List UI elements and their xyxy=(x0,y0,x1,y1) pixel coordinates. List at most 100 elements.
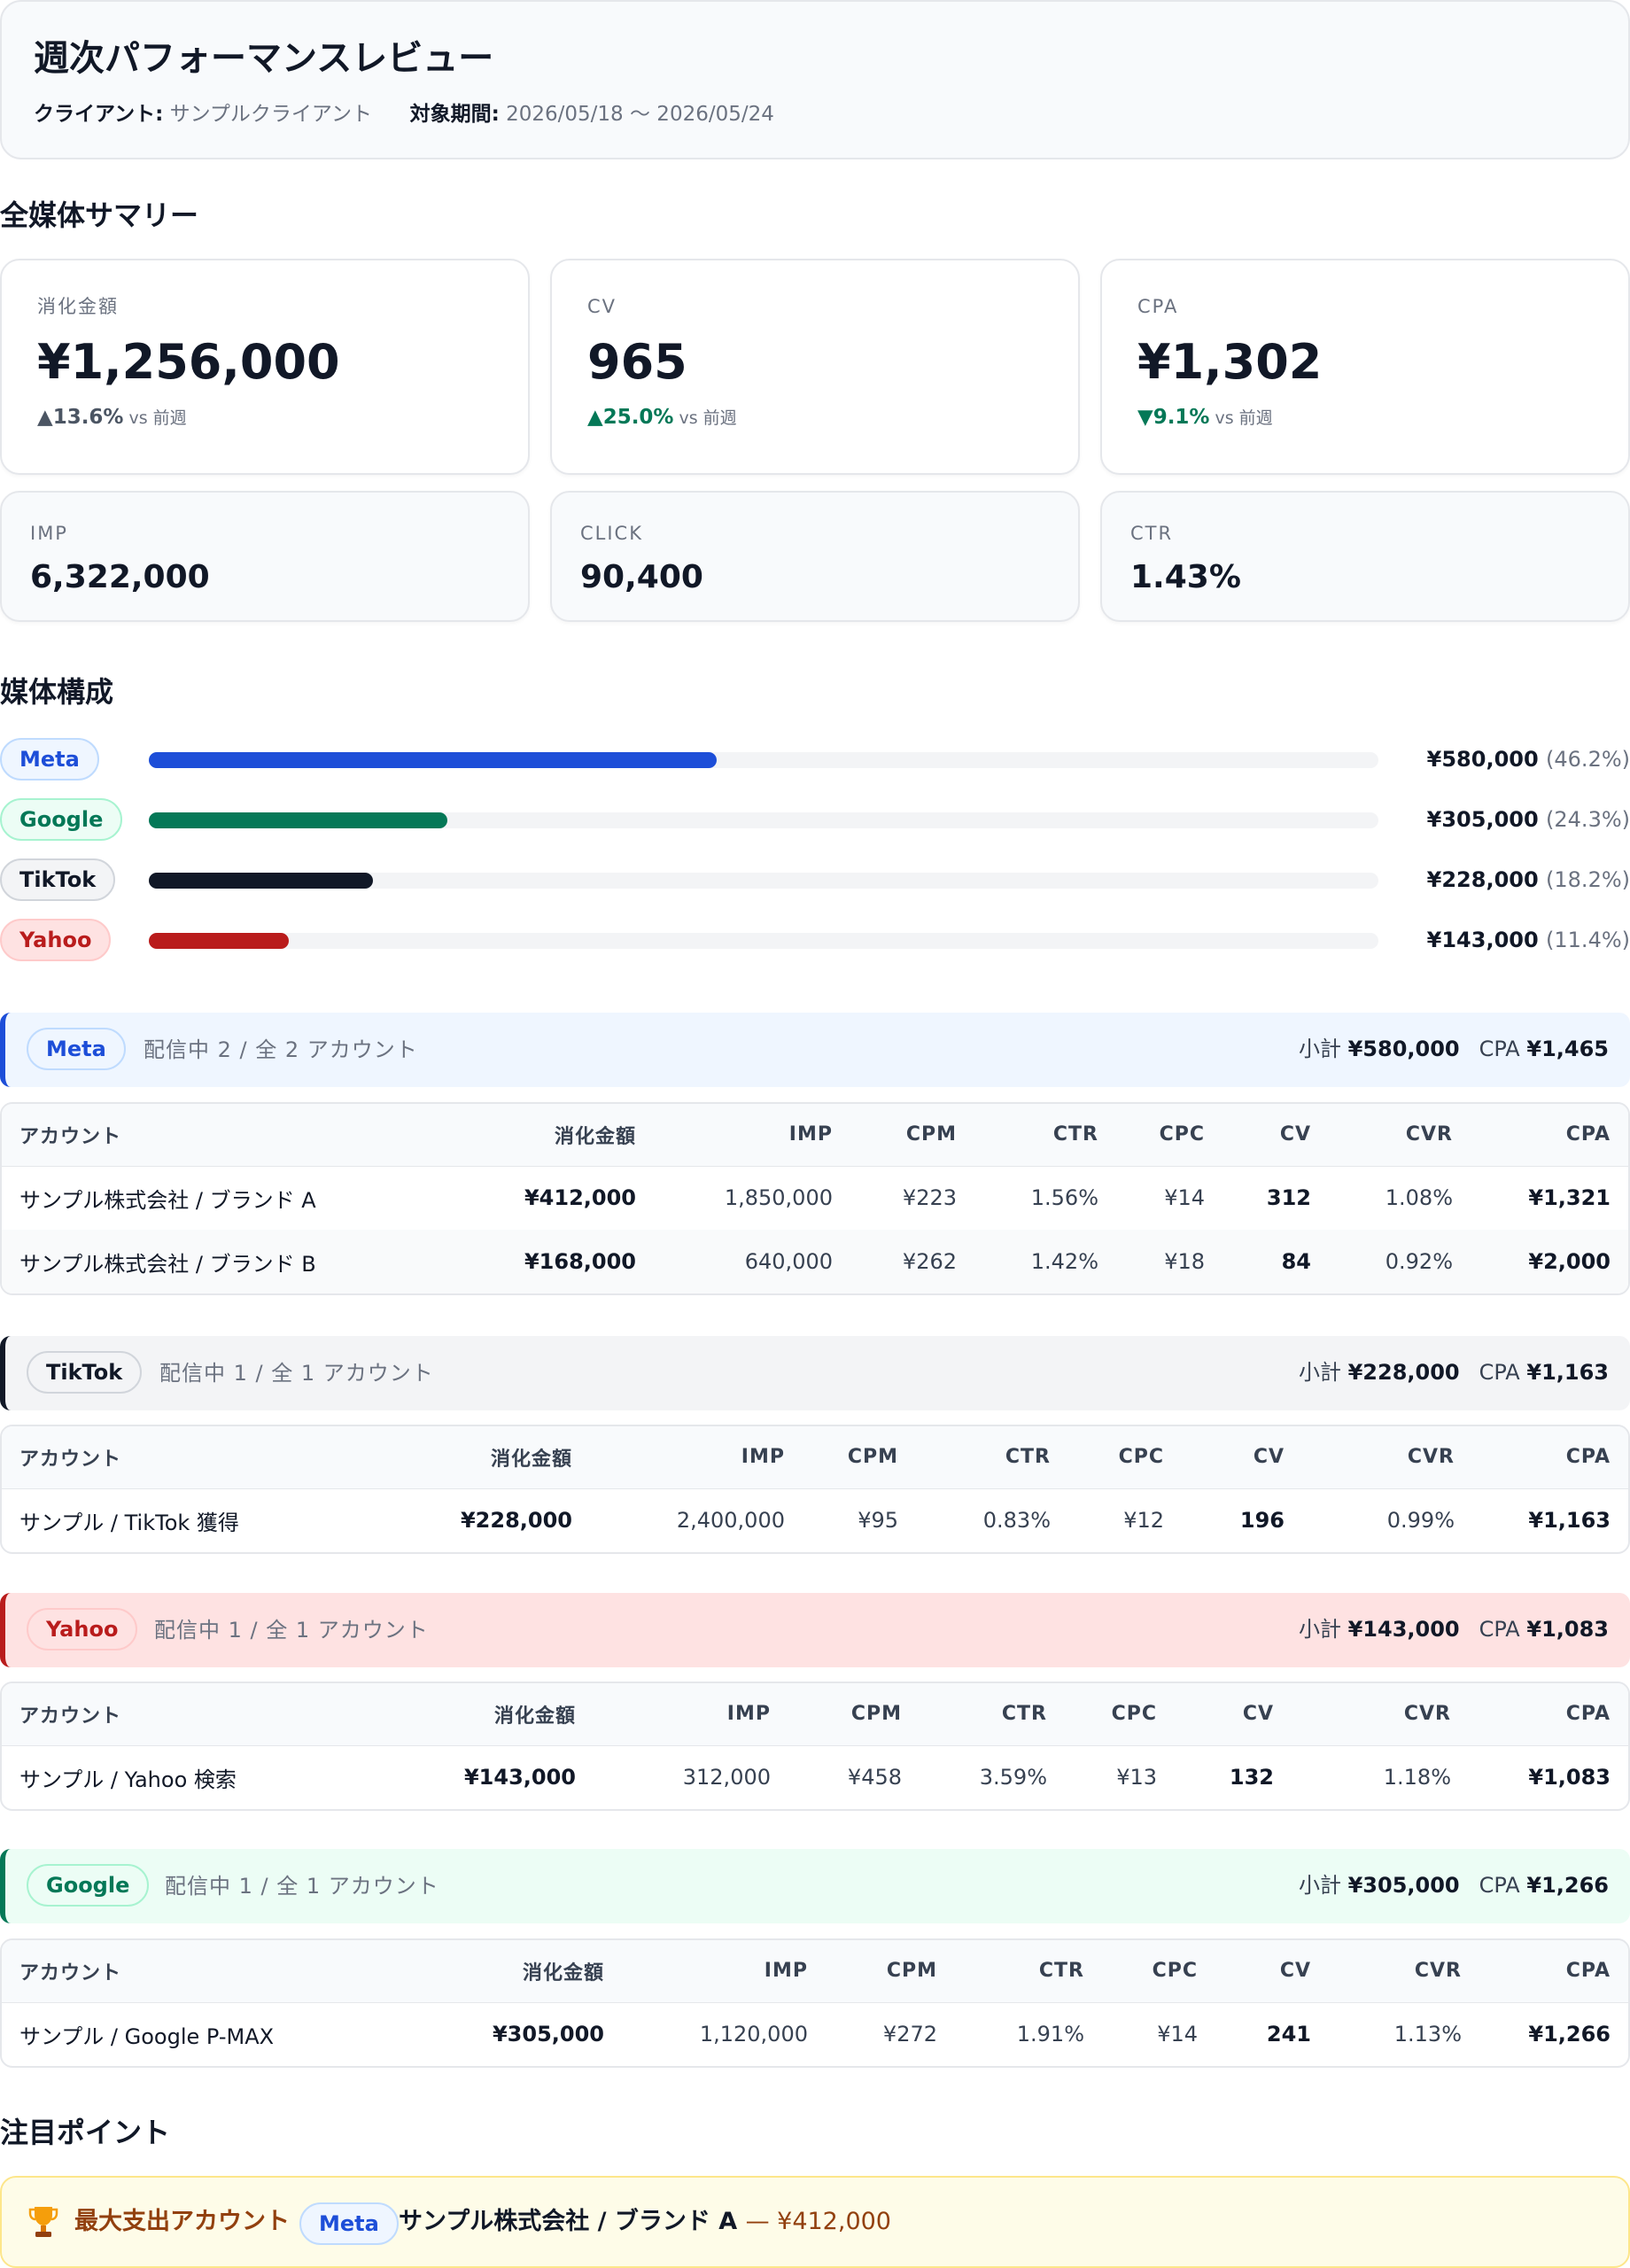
col-header: CPA xyxy=(1471,1104,1628,1167)
table-row: サンプル / Yahoo 検索 ¥143,000 312,000 ¥458 3.… xyxy=(2,1745,1628,1809)
account-count: 配信中 1 / 全 1 アカウント xyxy=(165,1874,439,1899)
col-header: CPA xyxy=(1479,1940,1628,2003)
cell-cvr: 0.99% xyxy=(1386,1508,1455,1534)
col-header: CPC xyxy=(1068,1426,1182,1489)
period-value: 2026/05/18 〜 2026/05/24 xyxy=(506,103,774,126)
col-header: アカウント xyxy=(2,1104,445,1167)
col-header: 消化金額 xyxy=(409,1940,622,2003)
media-pill-google: Google xyxy=(0,798,123,841)
cell-imp: 1,850,000 xyxy=(724,1185,833,1211)
kpi-card-imp: IMP 6,322,000 xyxy=(0,491,530,622)
account-table-yahoo: アカウント 消化金額 IMP CPM CTR CPC CV CVR CPA サン… xyxy=(0,1682,1630,1811)
highlight-account: サンプル株式会社 / ブランド A — ¥412,000 xyxy=(399,2208,891,2235)
mix-row-meta: Meta ¥580,000 (46.2%) xyxy=(0,736,1630,782)
kpi-card-ctr: CTR 1.43% xyxy=(1100,491,1630,622)
client-label: クライアント: xyxy=(34,103,164,126)
kpi-value: 965 xyxy=(587,334,687,390)
media-header-google: Google 配信中 1 / 全 1 アカウント 小計 ¥305,000 CPA … xyxy=(0,1849,1630,1923)
media-header-meta: Meta 配信中 2 / 全 2 アカウント 小計 ¥580,000 CPA ¥1… xyxy=(0,1013,1630,1087)
col-header: CVR xyxy=(1329,1940,1479,2003)
cell-cv: 241 xyxy=(1266,2022,1311,2047)
cell-cvr: 1.08% xyxy=(1385,1185,1453,1211)
col-header: CTR xyxy=(955,1940,1102,2003)
cell-cpm: ¥458 xyxy=(847,1765,902,1790)
kpi-value: 6,322,000 xyxy=(30,559,210,595)
media-pill-meta: Meta xyxy=(27,1028,126,1070)
cell-cvr: 0.92% xyxy=(1329,1230,1471,1293)
client-value: サンプルクライアント xyxy=(169,103,372,126)
table-row: サンプル株式会社 / ブランド A ¥412,000 1,850,000 ¥22… xyxy=(2,1166,1628,1230)
account-table-tiktok: アカウント 消化金額 IMP CPM CTR CPC CV CVR CPA サン… xyxy=(0,1425,1630,1554)
col-header: IMP xyxy=(590,1426,803,1489)
col-header: CVR xyxy=(1329,1104,1471,1167)
account-count: 配信中 1 / 全 1 アカウント xyxy=(159,1361,434,1386)
cell-cpa: ¥1,083 xyxy=(1528,1765,1611,1790)
col-header: アカウント xyxy=(2,1426,383,1489)
mix-bar-fill-tiktok xyxy=(149,873,373,889)
cell-cpa: ¥1,266 xyxy=(1528,2022,1611,2047)
col-header: CPM xyxy=(788,1683,920,1746)
cell-ctr: 1.56% xyxy=(1030,1185,1098,1211)
cell-cv: 132 xyxy=(1229,1765,1274,1790)
col-header: CV xyxy=(1222,1104,1329,1167)
kpi-card-cpa: CPA ¥1,302 ▼9.1% vs 前週 xyxy=(1100,259,1630,475)
cell-cpc: ¥14 xyxy=(1164,1185,1205,1211)
table-header-row: アカウント 消化金額 IMP CPM CTR CPC CV CVR CPA xyxy=(2,1683,1628,1746)
col-header: CTR xyxy=(916,1426,1068,1489)
media-subtotal: 小計 ¥143,000 CPA ¥1,083 xyxy=(1298,1617,1609,1642)
cell-ctr: 0.83% xyxy=(982,1508,1051,1534)
cell-cpm: ¥95 xyxy=(858,1508,898,1534)
cell-imp: 640,000 xyxy=(654,1230,850,1293)
cell-cpc: ¥13 xyxy=(1116,1765,1157,1790)
cell-cpm: ¥272 xyxy=(882,2022,937,2047)
col-header: CPM xyxy=(826,1940,955,2003)
account-count: 配信中 1 / 全 1 アカウント xyxy=(154,1618,429,1643)
cell-spend: ¥305,000 xyxy=(492,2022,604,2047)
cell-imp: 312,000 xyxy=(682,1765,771,1790)
col-header: CPA xyxy=(1469,1683,1628,1746)
account-table-google: アカウント 消化金額 IMP CPM CTR CPC CV CVR CPA サン… xyxy=(0,1938,1630,2068)
media-pill-google: Google xyxy=(27,1864,150,1907)
cell-spend: ¥143,000 xyxy=(463,1765,576,1790)
col-header: アカウント xyxy=(2,1940,409,2003)
kpi-delta: ▼9.1% vs 前週 xyxy=(1137,406,1273,429)
account-name: サンプル / Google P-MAX xyxy=(19,2023,275,2049)
media-subtotal: 小計 ¥580,000 CPA ¥1,465 xyxy=(1298,1037,1609,1061)
kpi-value: ¥1,256,000 xyxy=(37,334,340,390)
mix-row-google: Google ¥305,000 (24.3%) xyxy=(0,796,1630,843)
media-pill-meta: Meta xyxy=(299,2202,399,2245)
kpi-value: 1.43% xyxy=(1130,559,1241,595)
mix-bar-track xyxy=(149,812,1378,828)
page-title: 週次パフォーマンスレビュー xyxy=(34,38,494,79)
col-header: CVR xyxy=(1302,1426,1472,1489)
cell-cv: 196 xyxy=(1239,1508,1285,1534)
col-header: CPC xyxy=(1102,1940,1215,2003)
cell-cpa: ¥1,321 xyxy=(1528,1185,1611,1211)
kpi-card-click: CLICK 90,400 xyxy=(550,491,1080,622)
summary-title: 全媒体サマリー xyxy=(0,198,199,232)
media-pill-yahoo: Yahoo xyxy=(0,919,112,961)
kpi-label: 消化金額 xyxy=(37,296,119,317)
cell-cpc: ¥18 xyxy=(1116,1230,1222,1293)
mix-bar-fill-yahoo xyxy=(149,933,290,949)
kpi-value: 90,400 xyxy=(580,559,703,595)
col-header: 消化金額 xyxy=(383,1683,594,1746)
cell-ctr: 1.91% xyxy=(1016,2022,1084,2047)
col-header: CV xyxy=(1182,1426,1302,1489)
col-header: IMP xyxy=(622,1940,826,2003)
highlight-label: 最大支出アカウント xyxy=(74,2208,290,2235)
col-header: 消化金額 xyxy=(383,1426,590,1489)
mix-value: ¥305,000 (24.3%) xyxy=(1426,807,1630,832)
cell-spend: ¥228,000 xyxy=(460,1508,572,1534)
cell-cvr: 1.13% xyxy=(1393,2022,1462,2047)
kpi-label: IMP xyxy=(30,523,68,544)
mix-value: ¥228,000 (18.2%) xyxy=(1426,867,1630,892)
media-pill-tiktok: TikTok xyxy=(0,858,116,901)
table-header-row: アカウント 消化金額 IMP CPM CTR CPC CV CVR CPA xyxy=(2,1940,1628,2003)
highlights-title: 注目ポイント xyxy=(0,2116,171,2149)
col-header: CPM xyxy=(850,1104,974,1167)
media-header-tiktok: TikTok 配信中 1 / 全 1 アカウント 小計 ¥228,000 CPA … xyxy=(0,1336,1630,1410)
table-row: サンプル株式会社 / ブランド B ¥168,000 640,000 ¥262 … xyxy=(2,1230,1628,1293)
mix-bar-fill-google xyxy=(149,812,448,828)
kpi-card-cv: CV 965 ▲25.0% vs 前週 xyxy=(550,259,1080,475)
